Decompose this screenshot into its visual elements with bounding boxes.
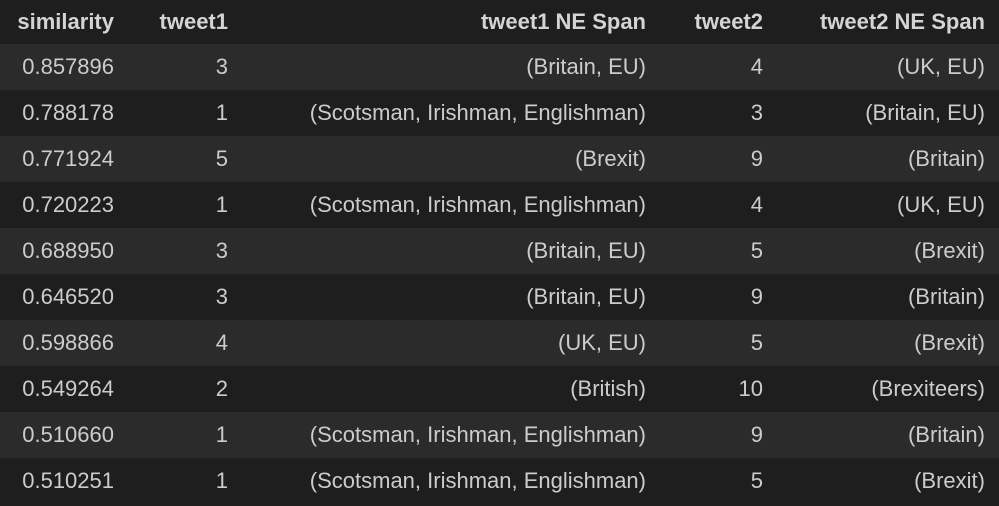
column-header-tweet1: tweet1 bbox=[159, 9, 228, 34]
tweet2-ne-span-cell: (Britain, EU) bbox=[865, 100, 985, 125]
table-row: 0.549264 2 (British) 10 (Brexiteers) bbox=[0, 366, 999, 412]
tweet2-ne-span-cell: (Britain) bbox=[907, 422, 985, 447]
similarity-cell: 0.788178 bbox=[22, 100, 114, 125]
column-header-tweet1-ne-span: tweet1 NE Span bbox=[480, 9, 646, 34]
similarity-cell: 0.688950 bbox=[22, 238, 114, 263]
tweet1-cell: 1 bbox=[215, 192, 228, 217]
table-row: 0.510251 1 (Scotsman, Irishman, Englishman… bbox=[0, 458, 999, 504]
similarity-cell: 0.598866 bbox=[22, 330, 114, 355]
table-header-row: similarity tweet1 tweet1 NE Span tweet2 … bbox=[0, 0, 999, 44]
tweet2-cell: 4 bbox=[750, 192, 763, 217]
tweet1-ne-span-cell: (Scotsman, Irishman, Englishman) bbox=[309, 192, 646, 217]
similarity-cell: 0.549264 bbox=[22, 376, 114, 401]
tweet2-cell: 9 bbox=[750, 422, 763, 447]
table-row: 0.688950 3 (Britain, EU) 5 (Brexit) bbox=[0, 228, 999, 274]
tweet1-ne-span-cell: (Scotsman, Irishman, Englishman) bbox=[309, 422, 646, 447]
table-row: 0.771924 5 (Brexit) 9 (Britain) bbox=[0, 136, 999, 182]
tweet2-ne-span-cell: (Brexit) bbox=[914, 238, 985, 263]
similarity-cell: 0.771924 bbox=[22, 146, 114, 171]
tweet2-ne-span-cell: (Britain) bbox=[907, 284, 985, 309]
tweet1-ne-span-cell: (Britain, EU) bbox=[526, 54, 646, 79]
similarity-cell: 0.857896 bbox=[22, 54, 114, 79]
tweet2-cell: 5 bbox=[750, 468, 763, 493]
tweet1-cell: 4 bbox=[215, 330, 228, 355]
tweet1-ne-span-cell: (Scotsman, Irishman, Englishman) bbox=[309, 100, 646, 125]
tweet2-ne-span-cell: (Brexit) bbox=[914, 468, 985, 493]
tweet1-ne-span-cell: (Brexit) bbox=[575, 146, 646, 171]
table-row: 0.598866 4 (UK, EU) 5 (Brexit) bbox=[0, 320, 999, 366]
tweet2-ne-span-cell: (UK, EU) bbox=[897, 54, 985, 79]
tweet1-cell: 3 bbox=[215, 54, 228, 79]
tweet1-cell: 1 bbox=[215, 468, 228, 493]
tweet2-ne-span-cell: (Brexiteers) bbox=[871, 376, 985, 401]
tweet2-cell: 5 bbox=[750, 330, 763, 355]
column-header-tweet2: tweet2 bbox=[694, 9, 763, 34]
similarity-cell: 0.720223 bbox=[22, 192, 114, 217]
tweet1-cell: 1 bbox=[215, 422, 228, 447]
table-row: 0.510660 1 (Scotsman, Irishman, Englishman… bbox=[0, 412, 999, 458]
tweet2-ne-span-cell: (Brexit) bbox=[914, 330, 985, 355]
tweet1-cell: 3 bbox=[215, 284, 228, 309]
tweet2-cell: 4 bbox=[750, 54, 763, 79]
tweet2-cell: 5 bbox=[750, 238, 763, 263]
similarity-cell: 0.510660 bbox=[22, 422, 114, 447]
tweet1-ne-span-cell: (Britain, EU) bbox=[526, 238, 646, 263]
table-row: 0.720223 1 (Scotsman, Irishman, Englishman… bbox=[0, 182, 999, 228]
tweet2-cell: 9 bbox=[750, 146, 763, 171]
tweet1-cell: 2 bbox=[215, 376, 228, 401]
tweet2-cell: 9 bbox=[750, 284, 763, 309]
table-body: 0.857896 3 (Britain, EU) 4 (UK, EU) 0.788178 1… bbox=[0, 44, 999, 504]
column-header-tweet2-ne-span: tweet2 NE Span bbox=[819, 9, 985, 34]
tweet1-ne-span-cell: (UK, EU) bbox=[558, 330, 646, 355]
similarity-cell: 0.510251 bbox=[22, 468, 114, 493]
tweet1-ne-span-cell: (Scotsman, Irishman, Englishman) bbox=[309, 468, 646, 493]
table-row: 0.857896 3 (Britain, EU) 4 (UK, EU) bbox=[0, 44, 999, 90]
table-row: 0.788178 1 (Scotsman, Irishman, Englishman… bbox=[0, 90, 999, 136]
tweet1-ne-span-cell: (Britain, EU) bbox=[526, 284, 646, 309]
tweet1-cell: 5 bbox=[215, 146, 228, 171]
tweet2-ne-span-cell: (UK, EU) bbox=[897, 192, 985, 217]
tweet2-cell: 10 bbox=[738, 376, 763, 401]
column-header-similarity: similarity bbox=[17, 9, 114, 34]
similarity-cell: 0.646520 bbox=[22, 284, 114, 309]
tweet1-ne-span-cell: (British) bbox=[570, 376, 646, 401]
tweet1-cell: 1 bbox=[215, 100, 228, 125]
table-row: 0.646520 3 (Britain, EU) 9 (Britain) bbox=[0, 274, 999, 320]
tweet2-cell: 3 bbox=[750, 100, 763, 125]
tweet2-ne-span-cell: (Britain) bbox=[907, 146, 985, 171]
tweet1-cell: 3 bbox=[215, 238, 228, 263]
